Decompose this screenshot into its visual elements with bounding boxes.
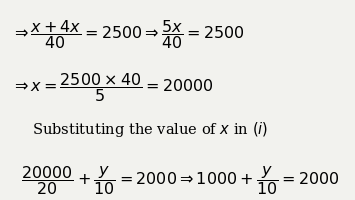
Text: $\Rightarrow \dfrac{x+4x}{40} = 2500 \Rightarrow \dfrac{5x}{40} = 2500$: $\Rightarrow \dfrac{x+4x}{40} = 2500 \Ri…: [11, 18, 245, 50]
Text: $\Rightarrow x = \dfrac{2500 \times 40}{5} = 20000$: $\Rightarrow x = \dfrac{2500 \times 40}{…: [11, 71, 213, 103]
Text: Substituting the value of $x$ in $(i)$: Substituting the value of $x$ in $(i)$: [32, 120, 268, 138]
Text: $\dfrac{20000}{20} + \dfrac{y}{10} = 2000 \Rightarrow 1000 + \dfrac{y}{10} = 200: $\dfrac{20000}{20} + \dfrac{y}{10} = 200…: [21, 164, 340, 196]
